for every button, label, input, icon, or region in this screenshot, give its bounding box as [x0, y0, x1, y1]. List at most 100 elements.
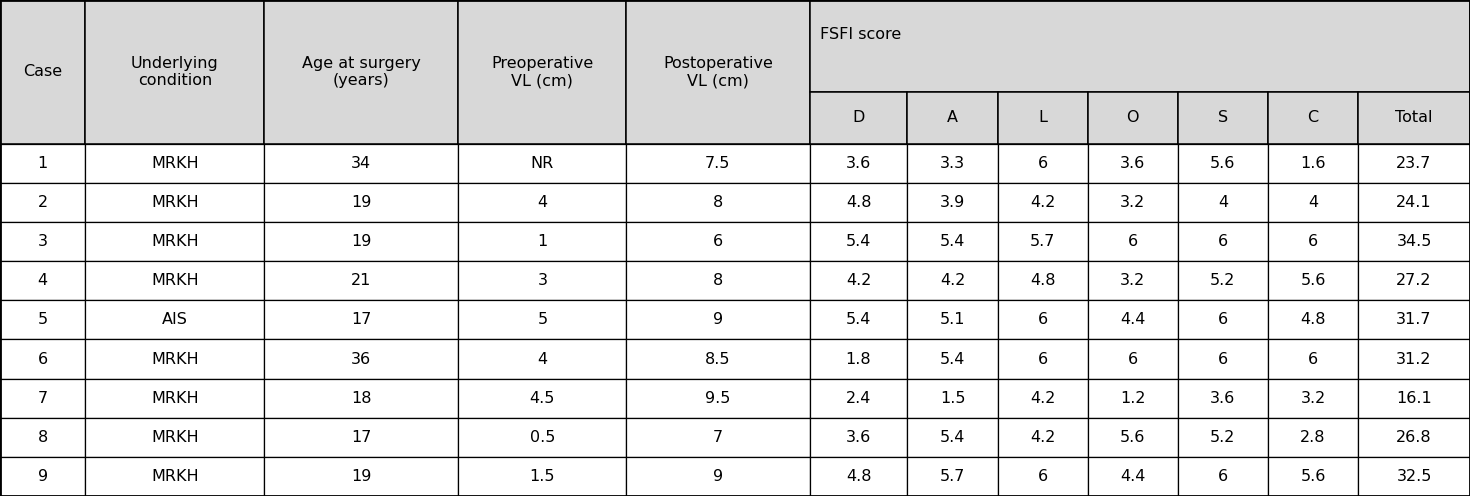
Text: 4.4: 4.4 [1120, 312, 1145, 327]
Text: 6: 6 [1217, 352, 1227, 367]
Text: 5.4: 5.4 [939, 234, 966, 249]
Text: MRKH: MRKH [151, 156, 198, 171]
Bar [1269, 261, 1358, 301]
Bar [998, 301, 1088, 339]
Text: MRKH: MRKH [151, 352, 198, 367]
Bar [1269, 301, 1358, 339]
Bar [0, 261, 85, 301]
Text: 5.7: 5.7 [1030, 234, 1055, 249]
Text: 8: 8 [38, 430, 49, 445]
Bar [0, 144, 85, 183]
Bar [265, 457, 459, 496]
Bar [85, 144, 265, 183]
Text: 1.2: 1.2 [1120, 391, 1145, 406]
Bar [810, 144, 907, 183]
Bar [459, 0, 626, 144]
Bar [265, 183, 459, 222]
Text: 24.1: 24.1 [1396, 195, 1432, 210]
Bar [1088, 378, 1177, 418]
Bar [907, 301, 998, 339]
Text: 8: 8 [713, 195, 723, 210]
Text: Preoperative
VL (cm): Preoperative VL (cm) [491, 56, 594, 88]
Text: MRKH: MRKH [151, 234, 198, 249]
Bar [810, 222, 907, 261]
Bar [1177, 457, 1269, 496]
Text: 36: 36 [351, 352, 372, 367]
Text: 7: 7 [713, 430, 723, 445]
Bar [85, 183, 265, 222]
Bar [1269, 222, 1358, 261]
Text: 3.3: 3.3 [939, 156, 966, 171]
Bar [459, 222, 626, 261]
Bar [1177, 378, 1269, 418]
Text: 6: 6 [1038, 469, 1048, 484]
Bar [0, 378, 85, 418]
Bar [907, 183, 998, 222]
Bar [626, 183, 810, 222]
Text: 4.2: 4.2 [845, 273, 872, 288]
Text: Underlying
condition: Underlying condition [131, 56, 219, 88]
Bar [626, 418, 810, 457]
Bar [626, 0, 810, 144]
Bar [998, 339, 1088, 378]
Text: 3.6: 3.6 [845, 430, 872, 445]
Text: 7.5: 7.5 [706, 156, 731, 171]
Bar [1358, 144, 1470, 183]
Bar [907, 222, 998, 261]
Text: 8: 8 [713, 273, 723, 288]
Text: 34: 34 [351, 156, 372, 171]
Text: Case: Case [24, 64, 62, 79]
Text: 4.2: 4.2 [1030, 430, 1055, 445]
Text: Total: Total [1395, 110, 1433, 125]
Bar [810, 183, 907, 222]
Text: 5.6: 5.6 [1301, 469, 1326, 484]
Bar [1177, 261, 1269, 301]
Text: 3.2: 3.2 [1120, 195, 1145, 210]
Text: 5: 5 [38, 312, 49, 327]
Text: 1.5: 1.5 [529, 469, 556, 484]
Text: 9.5: 9.5 [706, 391, 731, 406]
Bar [907, 144, 998, 183]
Bar [85, 378, 265, 418]
Text: 4: 4 [537, 195, 547, 210]
Bar [998, 222, 1088, 261]
Text: 4: 4 [1308, 195, 1319, 210]
Bar [265, 222, 459, 261]
Bar [1088, 261, 1177, 301]
Bar [1269, 339, 1358, 378]
Text: 19: 19 [351, 195, 372, 210]
Text: 4.2: 4.2 [1030, 391, 1055, 406]
Text: MRKH: MRKH [151, 469, 198, 484]
Bar [265, 418, 459, 457]
Bar [998, 183, 1088, 222]
Bar [1177, 222, 1269, 261]
Text: 34.5: 34.5 [1396, 234, 1432, 249]
Text: 6: 6 [1308, 352, 1319, 367]
Bar [1177, 418, 1269, 457]
Text: 5.7: 5.7 [939, 469, 966, 484]
Text: 0.5: 0.5 [529, 430, 556, 445]
Bar [85, 339, 265, 378]
Bar [907, 457, 998, 496]
Text: 5.6: 5.6 [1210, 156, 1236, 171]
Text: 3: 3 [538, 273, 547, 288]
Bar [85, 301, 265, 339]
Text: 2.4: 2.4 [845, 391, 872, 406]
Text: Age at surgery
(years): Age at surgery (years) [301, 56, 420, 88]
Text: 1.6: 1.6 [1301, 156, 1326, 171]
Text: 6: 6 [1217, 234, 1227, 249]
Bar [810, 92, 907, 144]
Bar [1358, 457, 1470, 496]
Text: 6: 6 [1217, 469, 1227, 484]
Bar [1088, 457, 1177, 496]
Text: 5.4: 5.4 [939, 430, 966, 445]
Text: D: D [853, 110, 864, 125]
Text: C: C [1307, 110, 1319, 125]
Text: 4: 4 [537, 352, 547, 367]
Text: 6: 6 [1217, 312, 1227, 327]
Text: MRKH: MRKH [151, 430, 198, 445]
Bar [0, 301, 85, 339]
Bar [459, 301, 626, 339]
Text: 6: 6 [38, 352, 49, 367]
Text: 6: 6 [1308, 234, 1319, 249]
